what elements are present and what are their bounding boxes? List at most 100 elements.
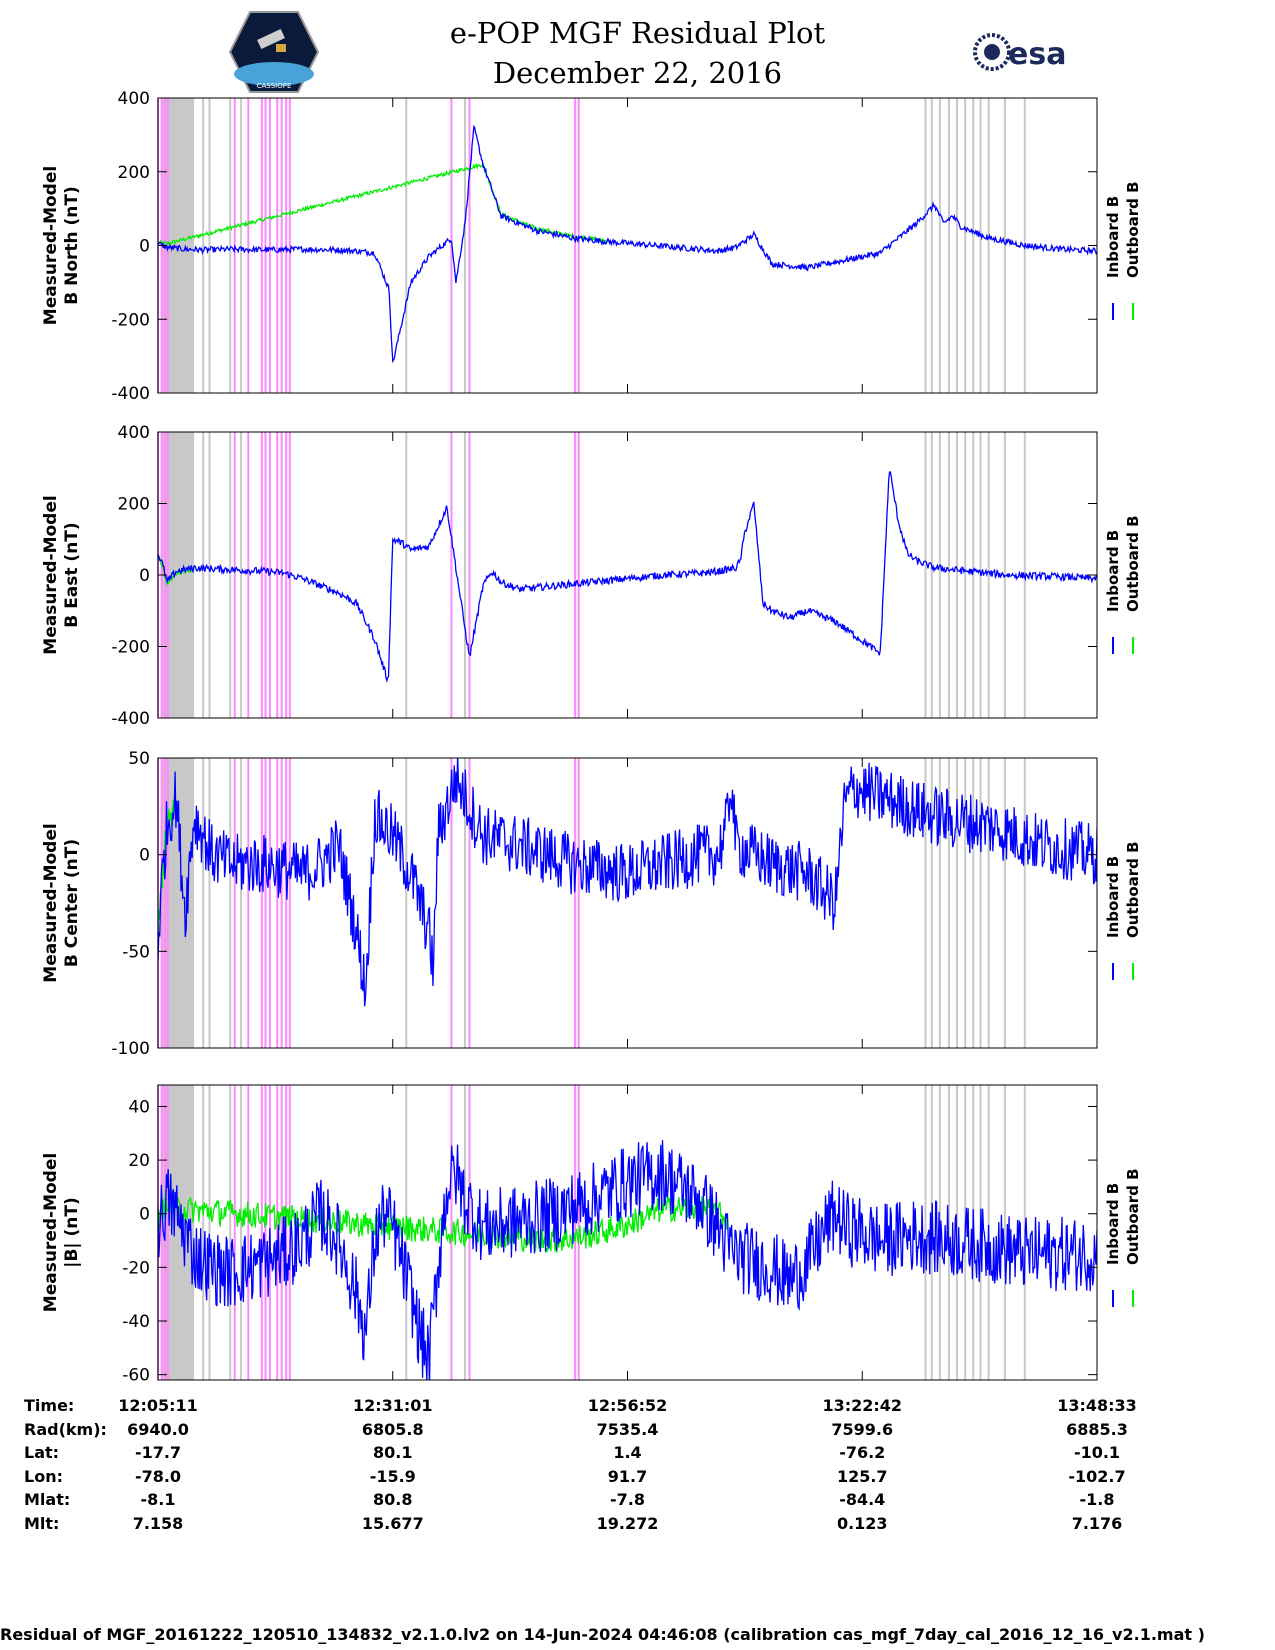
legend-label: Inboard B xyxy=(1104,856,1122,938)
table-cell-mlat: 80.8 xyxy=(373,1490,413,1509)
y-tick-label: -400 xyxy=(111,384,150,404)
series-inboard-b xyxy=(158,124,1097,364)
row-label-mlat: Mlat: xyxy=(24,1490,71,1509)
y-axis-label-line: Measured-Model xyxy=(41,1153,61,1312)
table-cell-time: 13:48:33 xyxy=(1057,1396,1137,1415)
y-tick-label: 400 xyxy=(118,89,150,109)
y-tick-label: 0 xyxy=(139,1205,150,1225)
footer-caption: Residual of MGF_20161222_120510_134832_v… xyxy=(0,1625,1205,1644)
row-label-time: Time: xyxy=(24,1396,75,1415)
table-cell-time: 12:05:11 xyxy=(118,1396,198,1415)
legend: Inboard B Outboard B xyxy=(1104,1168,1142,1307)
panel-4: -60 -40 -20 0 20 40 Measured-Model|B| (nT) Inbo… xyxy=(41,1084,1142,1386)
band-group xyxy=(157,432,1026,718)
table-cell-lon: -102.7 xyxy=(1068,1467,1126,1486)
table-cell-lon: 125.7 xyxy=(836,1467,888,1486)
table-cell-lat: -10.1 xyxy=(1073,1443,1121,1462)
table-cell-lon: -15.9 xyxy=(369,1467,416,1486)
y-tick-label: 50 xyxy=(128,749,150,769)
panel-2: -400 -200 0 200 400 Measured-ModelB East (nT)… xyxy=(41,423,1142,729)
table-cell-mlat: -8.1 xyxy=(140,1490,176,1509)
table-cell-mlt: 15.677 xyxy=(361,1514,424,1533)
table-cell-mlat: -84.4 xyxy=(839,1490,886,1509)
series-inboard-b xyxy=(158,1140,1097,1380)
table-cell-rad: 6805.8 xyxy=(361,1420,424,1439)
series-outboard-b xyxy=(158,162,611,247)
y-axis-label-line: B Center (nT) xyxy=(62,839,82,967)
y-tick-label: -40 xyxy=(122,1312,150,1332)
table-cell-lat: 1.4 xyxy=(613,1443,642,1462)
table-cell-time: 13:22:42 xyxy=(822,1396,903,1415)
series-inboard-b xyxy=(158,758,1097,1007)
legend: Inboard B Outboard B xyxy=(1104,841,1142,980)
y-tick-label: -100 xyxy=(111,1039,150,1059)
table-cell-lon: -78.0 xyxy=(134,1467,182,1486)
y-axis-label-line: B North (nT) xyxy=(62,186,82,305)
plot-date: December 22, 2016 xyxy=(492,56,783,90)
cassiope-logo-text: CASSIOPE xyxy=(257,82,292,90)
y-axis-label-line: Measured-Model xyxy=(41,823,61,982)
table-cell-lat: -76.2 xyxy=(839,1443,886,1462)
y-axis-label: Measured-Model|B| (nT) xyxy=(41,1153,82,1312)
row-label-rad: Rad(km): xyxy=(24,1420,107,1439)
legend-label: Inboard B xyxy=(1104,1183,1122,1265)
y-axis-label-line: |B| (nT) xyxy=(62,1197,82,1268)
y-tick-label: -400 xyxy=(111,709,150,729)
table-cell-mlat: -7.8 xyxy=(610,1490,645,1509)
y-axis-label-line: Measured-Model xyxy=(41,495,61,654)
y-axis-label: Measured-ModelB North (nT) xyxy=(41,166,82,325)
plot-title: e-POP MGF Residual Plot xyxy=(449,16,826,50)
table-cell-lat: -17.7 xyxy=(134,1443,182,1462)
table-cell-mlt: 0.123 xyxy=(836,1514,888,1533)
y-tick-label: -50 xyxy=(122,942,150,962)
table-cell-mlat: -1.8 xyxy=(1079,1490,1115,1509)
table-cell-rad: 6885.3 xyxy=(1066,1420,1128,1439)
esa-logo: esa xyxy=(973,33,1066,72)
y-tick-label: -20 xyxy=(122,1258,150,1278)
cassiope-logo: CASSIOPE xyxy=(228,11,320,93)
y-tick-label: 200 xyxy=(118,495,150,515)
legend: Inboard B Outboard B xyxy=(1104,181,1142,320)
legend-label: Inboard B xyxy=(1104,530,1122,612)
y-tick-label: -200 xyxy=(111,638,150,658)
table-cell-rad: 7535.4 xyxy=(596,1420,659,1439)
legend: Inboard B Outboard B xyxy=(1104,515,1142,654)
y-tick-label: -200 xyxy=(111,310,150,330)
table-cell-mlt: 7.158 xyxy=(132,1514,184,1533)
row-label-lat: Lat: xyxy=(24,1443,60,1462)
table-cell-rad: 6940.0 xyxy=(127,1420,189,1439)
esa-logo-text: esa xyxy=(1008,37,1066,72)
table-cell-lat: 80.1 xyxy=(373,1443,413,1462)
y-axis-label-line: B East (nT) xyxy=(62,522,82,627)
table-cell-mlt: 19.272 xyxy=(596,1514,659,1533)
legend-label: Inboard B xyxy=(1104,196,1122,278)
series-inboard-b xyxy=(158,471,1097,683)
y-tick-label: 200 xyxy=(118,163,150,183)
legend-label: Outboard B xyxy=(1124,1168,1142,1265)
y-tick-label: 0 xyxy=(139,846,150,866)
y-axis-label-line: Measured-Model xyxy=(41,166,61,325)
row-label-mlt: Mlt: xyxy=(24,1514,60,1533)
y-tick-label: 40 xyxy=(128,1097,150,1117)
legend-label: Outboard B xyxy=(1124,181,1142,278)
legend-label: Outboard B xyxy=(1124,841,1142,938)
table-cell-mlt: 7.176 xyxy=(1071,1514,1123,1533)
y-axis-label: Measured-ModelB East (nT) xyxy=(41,495,82,654)
table-cell-rad: 7599.6 xyxy=(831,1420,894,1439)
table-cell-time: 12:56:52 xyxy=(587,1396,668,1415)
y-tick-label: 0 xyxy=(139,566,150,586)
panel-3: -100 -50 0 50 Measured-ModelB Center (nT) Inb… xyxy=(41,749,1142,1059)
series-outboard-b xyxy=(158,1187,728,1253)
panel-1: -400 -200 0 200 400 Measured-ModelB North (nT… xyxy=(41,89,1142,404)
y-tick-label: 0 xyxy=(139,237,150,257)
y-tick-label: -60 xyxy=(122,1366,150,1386)
table-cell-lon: 91.7 xyxy=(607,1467,648,1486)
y-axis-label: Measured-ModelB Center (nT) xyxy=(41,823,82,982)
legend-label: Outboard B xyxy=(1124,515,1142,612)
y-tick-label: 20 xyxy=(128,1151,150,1171)
row-label-lon: Lon: xyxy=(24,1467,63,1486)
y-tick-label: 400 xyxy=(118,423,150,443)
table-cell-time: 12:31:01 xyxy=(352,1396,433,1415)
